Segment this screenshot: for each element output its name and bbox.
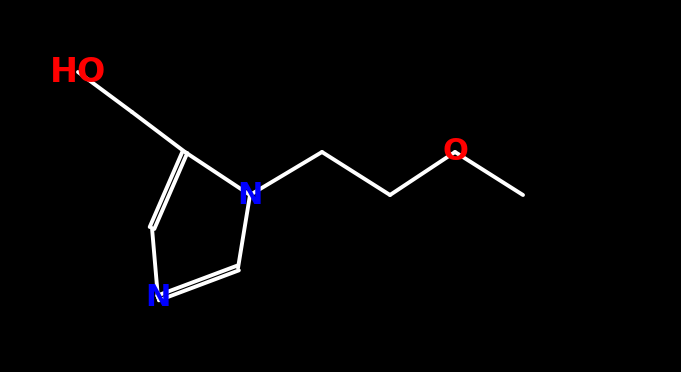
Text: N: N bbox=[145, 283, 171, 312]
Text: N: N bbox=[237, 180, 263, 209]
Text: HO: HO bbox=[50, 55, 106, 89]
Text: O: O bbox=[442, 138, 468, 167]
